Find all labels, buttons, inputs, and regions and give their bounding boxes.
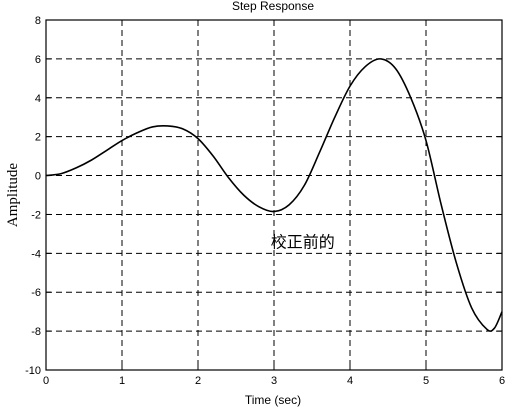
step-response-line [45, 58, 503, 332]
y-axis-label: Amplitude [5, 163, 21, 228]
y-tick-label: -6 [31, 287, 41, 299]
y-tick-label: 6 [35, 54, 41, 66]
x-tick-label: 2 [195, 375, 201, 387]
x-tick-label: 5 [423, 375, 429, 387]
chart-title: Step Response [232, 0, 314, 13]
x-tick-label: 0 [43, 375, 49, 387]
y-tick-label: 8 [35, 15, 41, 27]
y-tick-labels: 8 6 4 2 0 -2 -4 -6 -8 -10 [25, 15, 41, 377]
x-tick-label: 6 [499, 375, 505, 387]
y-tick-label: -4 [31, 248, 41, 260]
x-tick-labels: 0 1 2 3 4 5 6 [43, 375, 505, 387]
x-tick-label: 4 [347, 375, 353, 387]
y-tick-label: 4 [35, 93, 41, 105]
y-tick-label: -8 [31, 326, 41, 338]
y-tick-label: -10 [25, 365, 41, 377]
annotation-label: 校正前的 [271, 233, 335, 252]
x-tick-label: 1 [119, 375, 125, 387]
y-tick-label: -2 [31, 209, 41, 221]
plot-area-frame [45, 19, 503, 371]
x-tick-label: 3 [271, 375, 277, 387]
grid [46, 20, 502, 370]
x-axis-label: Time (sec) [245, 393, 301, 407]
y-tick-label: 2 [35, 132, 41, 144]
y-tick-label: 0 [35, 171, 41, 183]
